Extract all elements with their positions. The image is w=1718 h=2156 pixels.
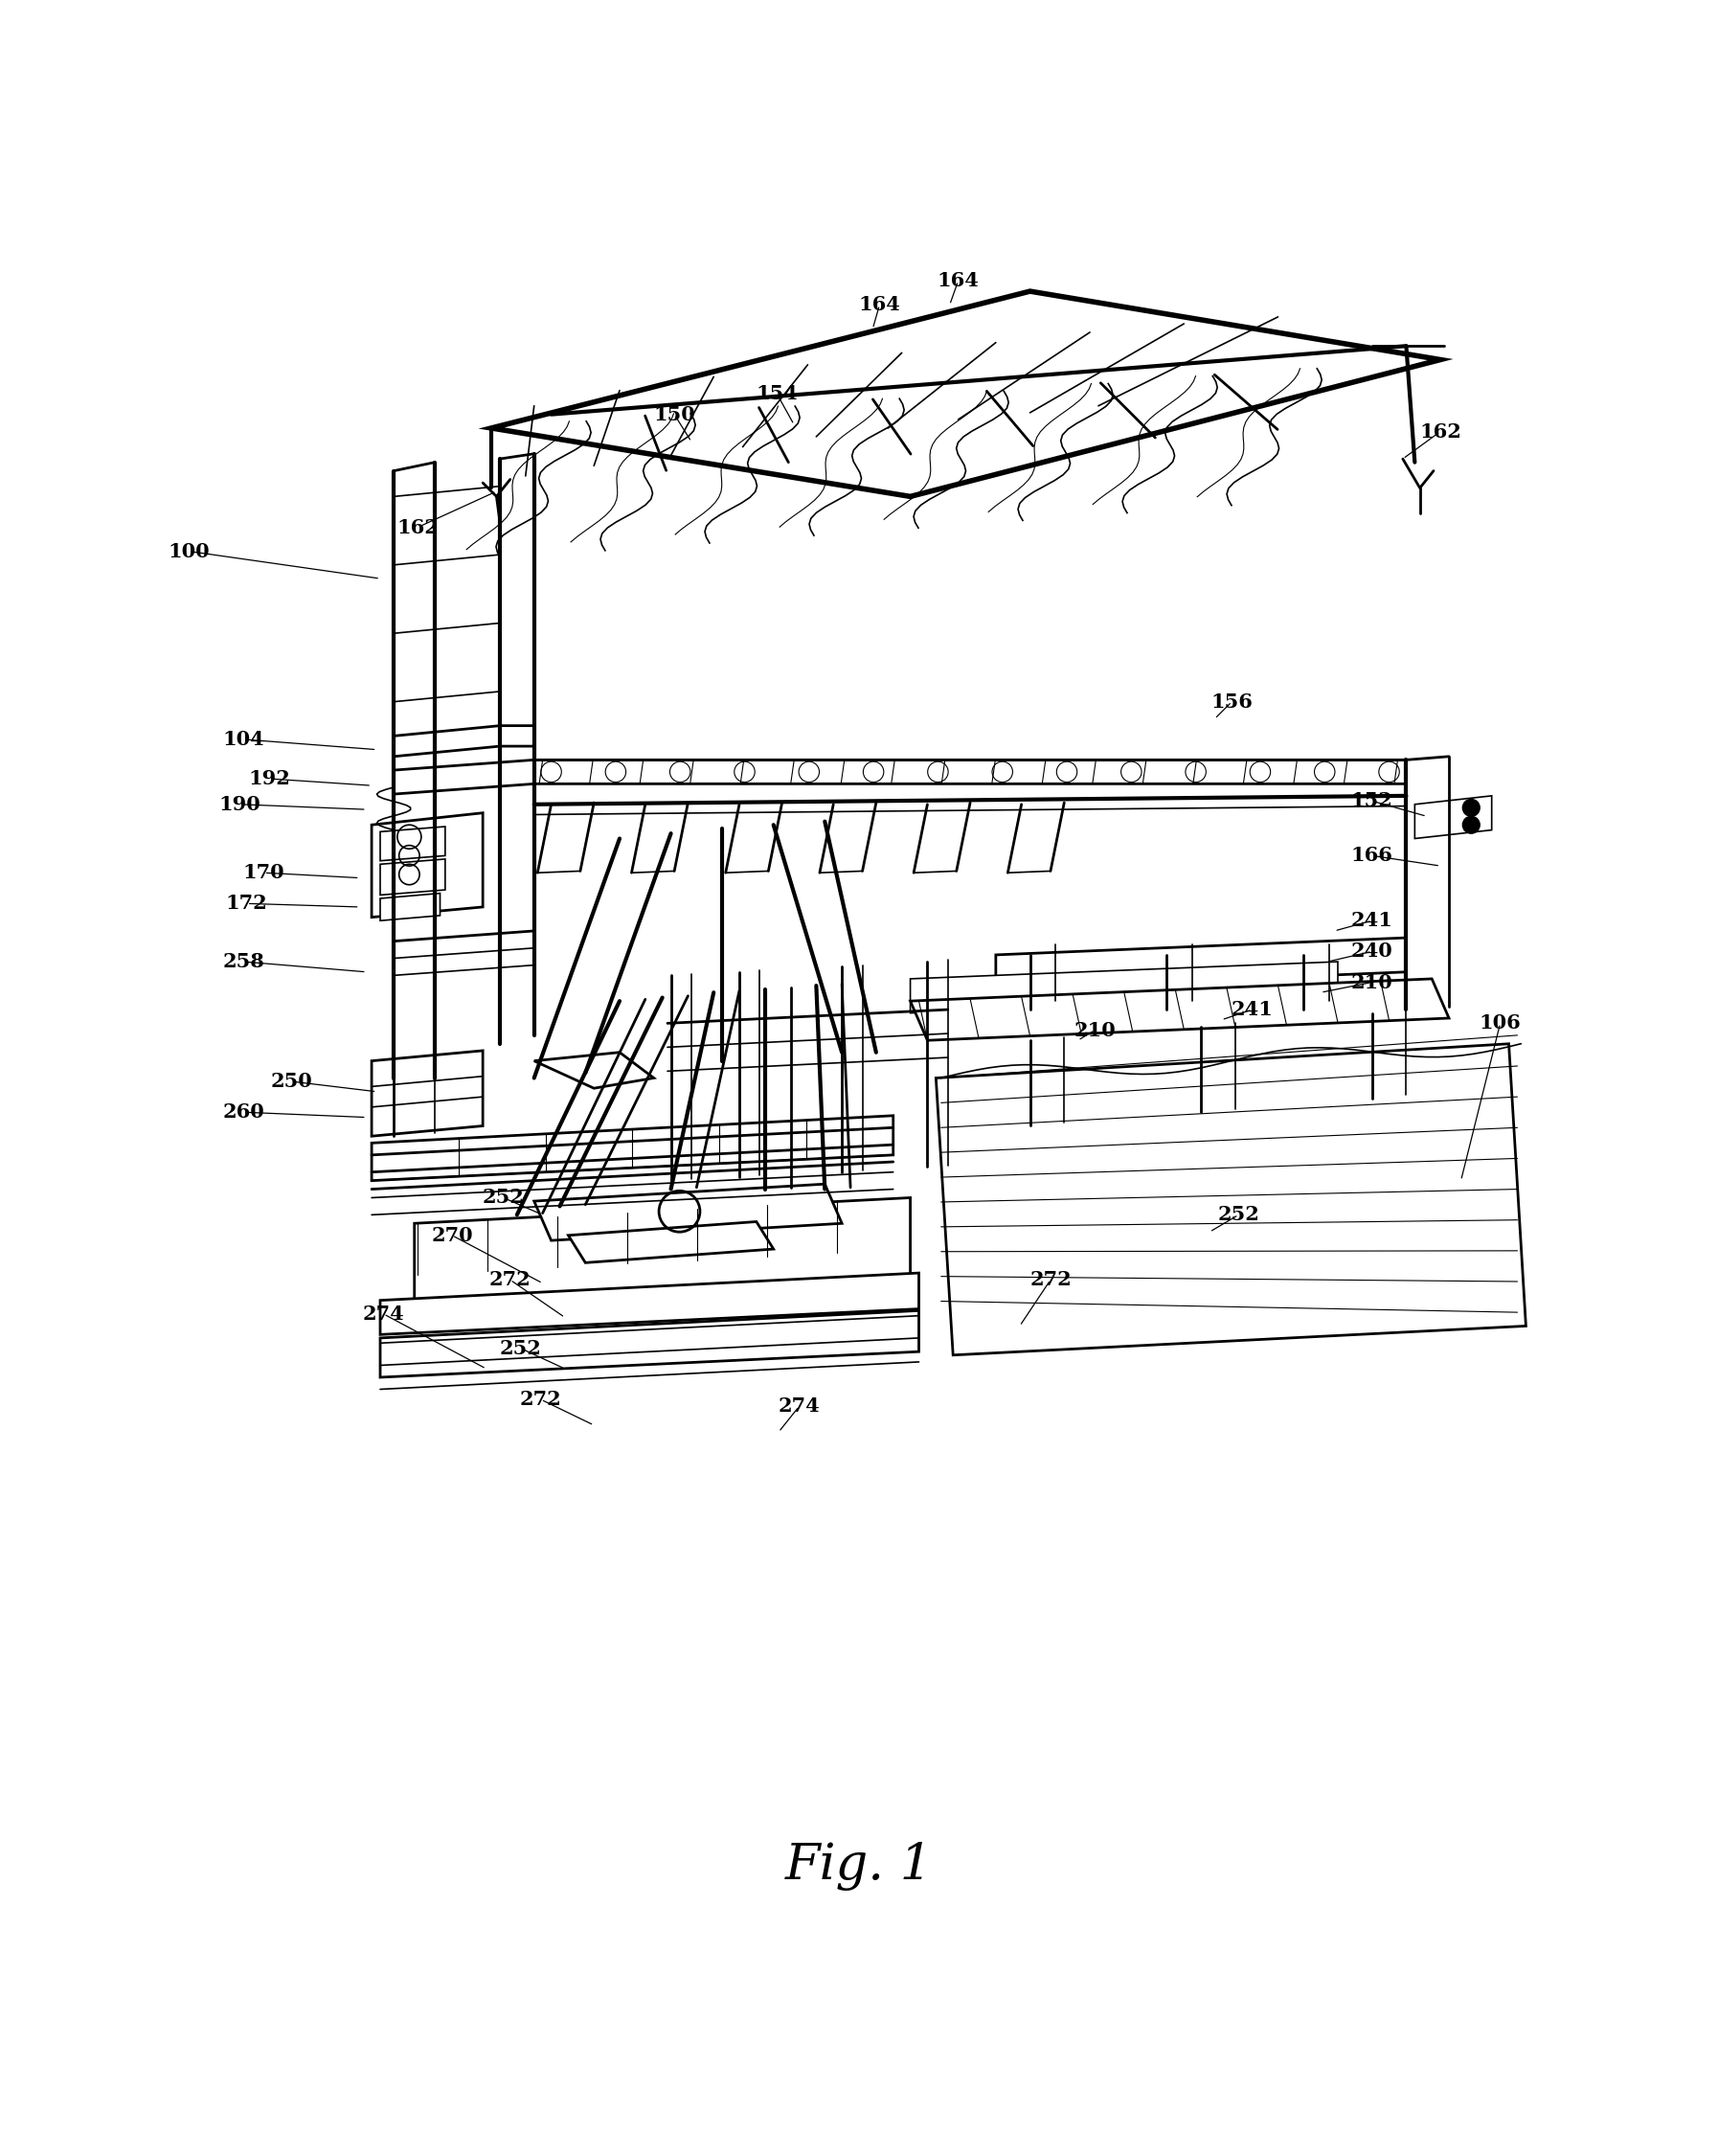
Text: 164: 164: [859, 295, 900, 315]
Text: 270: 270: [431, 1227, 472, 1244]
Polygon shape: [380, 893, 440, 921]
Polygon shape: [569, 1222, 773, 1263]
Polygon shape: [534, 1052, 655, 1089]
Text: 258: 258: [222, 953, 265, 970]
Polygon shape: [371, 1115, 893, 1181]
Text: 260: 260: [222, 1102, 265, 1121]
Circle shape: [1462, 817, 1479, 834]
Text: 252: 252: [483, 1188, 524, 1207]
Text: 166: 166: [1350, 845, 1393, 865]
Polygon shape: [996, 938, 1407, 990]
Text: 272: 272: [1029, 1270, 1072, 1289]
Circle shape: [1462, 800, 1479, 817]
Polygon shape: [491, 291, 1440, 496]
Polygon shape: [371, 1050, 483, 1136]
Text: 241: 241: [1350, 912, 1393, 929]
Polygon shape: [911, 962, 1338, 1013]
Text: 252: 252: [1218, 1205, 1259, 1225]
Text: 192: 192: [247, 770, 290, 789]
Text: Fig. 1: Fig. 1: [785, 1841, 933, 1891]
Polygon shape: [936, 1044, 1526, 1356]
Text: 106: 106: [1479, 1013, 1520, 1033]
Text: 170: 170: [242, 862, 285, 882]
Text: 210: 210: [1074, 1020, 1117, 1039]
Text: 154: 154: [756, 384, 797, 403]
Text: 152: 152: [1350, 791, 1393, 811]
Text: 272: 272: [490, 1270, 531, 1289]
Text: 150: 150: [653, 405, 696, 425]
Text: 241: 241: [1232, 1000, 1273, 1020]
Text: 172: 172: [225, 895, 268, 914]
Text: 252: 252: [500, 1339, 541, 1358]
Text: 162: 162: [1419, 423, 1462, 442]
Text: 210: 210: [1350, 972, 1393, 992]
Text: 274: 274: [362, 1304, 404, 1324]
Text: 104: 104: [222, 729, 265, 748]
Polygon shape: [393, 727, 534, 757]
Text: 100: 100: [168, 541, 210, 561]
Polygon shape: [414, 1199, 911, 1300]
Polygon shape: [380, 826, 445, 860]
Polygon shape: [1414, 796, 1491, 839]
Text: 240: 240: [1350, 942, 1393, 962]
Polygon shape: [371, 813, 483, 916]
Polygon shape: [393, 759, 1407, 793]
Text: 250: 250: [270, 1072, 313, 1091]
Text: 274: 274: [778, 1397, 819, 1416]
Polygon shape: [380, 858, 445, 895]
Polygon shape: [380, 1311, 919, 1378]
Polygon shape: [534, 1184, 842, 1240]
Polygon shape: [380, 1272, 919, 1335]
Text: 164: 164: [938, 272, 979, 291]
Text: 272: 272: [521, 1391, 562, 1410]
Text: 156: 156: [1211, 692, 1252, 711]
Text: 162: 162: [397, 517, 438, 537]
Polygon shape: [911, 979, 1448, 1041]
Text: 190: 190: [218, 796, 261, 815]
